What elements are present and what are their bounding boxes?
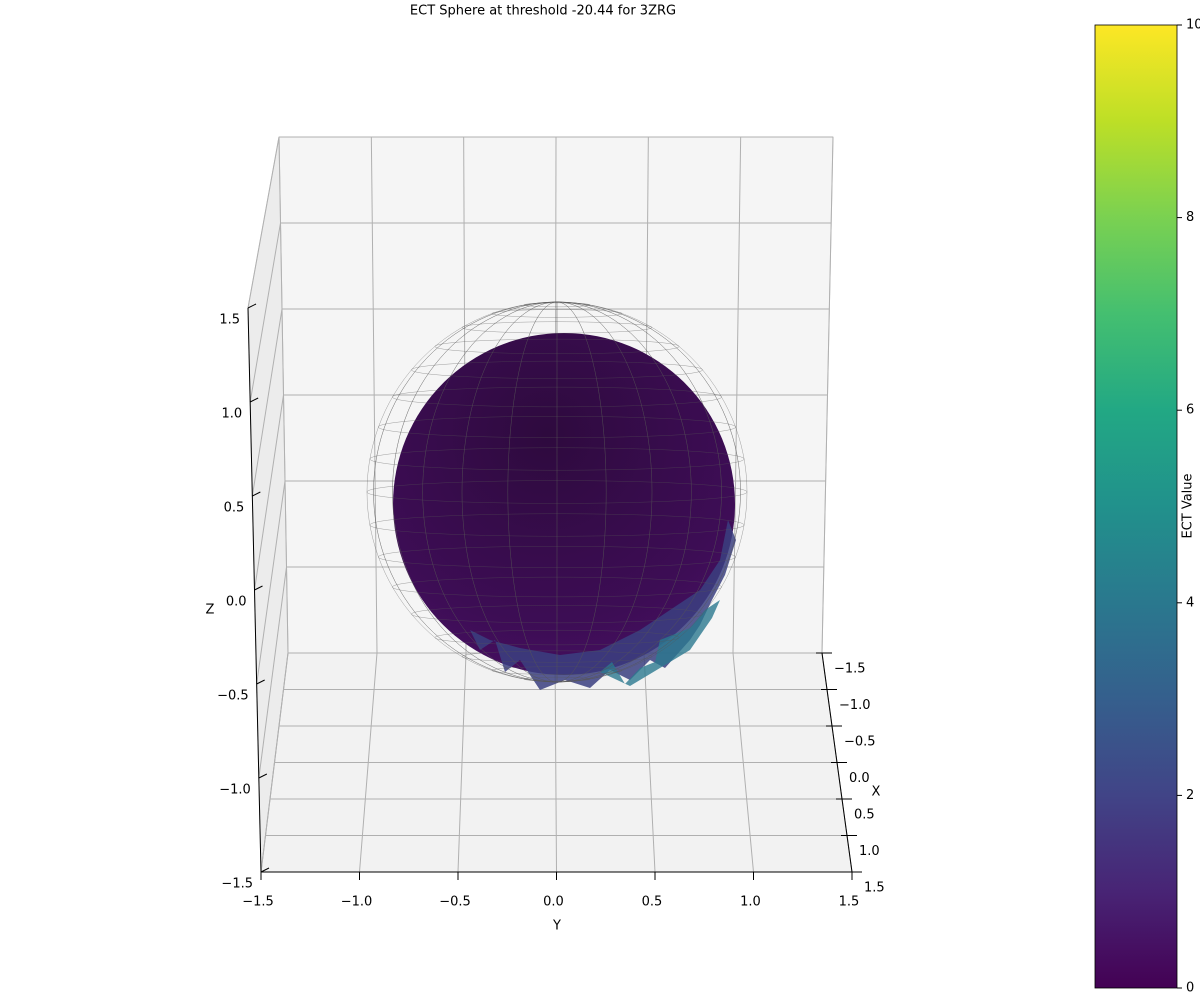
grid-line (247, 136, 280, 309)
wire-parallel (378, 546, 736, 568)
y-tick-label: 0.5 (642, 895, 663, 910)
z-tick-label: −0.5 (217, 689, 249, 704)
z-tick-label: 0.5 (224, 501, 245, 516)
ect-surface (393, 333, 735, 675)
colorbar-tick-label: 2 (1186, 788, 1194, 803)
colorbar-tick-label: 0 (1186, 981, 1194, 996)
x-tick-label: 0.5 (854, 808, 875, 823)
z-tick-label: 0.0 (226, 595, 247, 610)
wire-parallel (491, 666, 623, 675)
wire-parallel (434, 338, 680, 355)
z-tick (260, 867, 270, 873)
z-tick (254, 585, 263, 591)
colorbar-tick-label: 10 (1186, 18, 1200, 33)
x-tick-label: −1.0 (839, 698, 871, 713)
x-tick-label: 1.0 (859, 844, 880, 859)
z-tick (256, 679, 265, 685)
y-tick-label: 1.0 (740, 895, 761, 910)
colorbar-label: ECT Value (1181, 473, 1196, 538)
z-tick (258, 773, 268, 779)
wireframe (366, 301, 748, 683)
colorbar-tick-label: 8 (1186, 210, 1194, 225)
x-tick-label: 1.5 (864, 881, 885, 896)
z-axis-label: Z (206, 603, 215, 618)
y-axis-label: Y (552, 919, 561, 934)
grid-line (251, 308, 283, 497)
chart-title: ECT Sphere at threshold -20.44 for 3ZRG (410, 4, 676, 19)
z-tick-label: −1.0 (219, 783, 251, 798)
wire-parallel (461, 650, 653, 663)
z-tick (252, 491, 261, 497)
sphere (366, 301, 748, 690)
grid-line (258, 566, 287, 779)
z-tick-label: 1.0 (221, 407, 242, 422)
wire-meridian (373, 301, 741, 683)
ect-patch (600, 600, 720, 686)
wire-parallel (523, 302, 591, 308)
wire-parallel (392, 386, 722, 408)
wire-parallel (523, 676, 591, 682)
z-tick-label: −1.5 (221, 877, 253, 892)
y-tick-label: −1.0 (341, 895, 373, 910)
wire-parallel (378, 416, 736, 438)
wire-parallel (411, 360, 703, 379)
x-tick-label: 0.0 (849, 771, 870, 786)
z-tick (247, 303, 257, 309)
wire-parallel (366, 480, 748, 504)
y-tick-label: 0.0 (543, 895, 564, 910)
wire-parallel (392, 576, 722, 598)
wire-parallel (491, 309, 623, 318)
wire-parallel (369, 447, 745, 471)
x-tick-label: −1.5 (834, 662, 866, 677)
y-tick-label: −1.5 (242, 895, 274, 910)
wire-parallel (434, 629, 680, 646)
colorbar (1094, 24, 1178, 989)
y-tick-label: −0.5 (439, 895, 471, 910)
z-tick-label: 1.5 (219, 313, 240, 328)
z-tick (249, 397, 259, 403)
grid-line (254, 394, 284, 591)
y-tick-label: 1.5 (839, 895, 860, 910)
wire-parallel (461, 321, 653, 334)
colorbar-tick-label: 4 (1186, 595, 1194, 610)
wire-parallel (369, 513, 745, 537)
x-tick-label: −0.5 (844, 735, 876, 750)
grid-line (249, 222, 281, 403)
colorbar-tick-label: 6 (1186, 403, 1194, 418)
grid-line (256, 480, 286, 685)
wire-parallel (411, 605, 703, 624)
x-axis-label: X (872, 785, 881, 800)
